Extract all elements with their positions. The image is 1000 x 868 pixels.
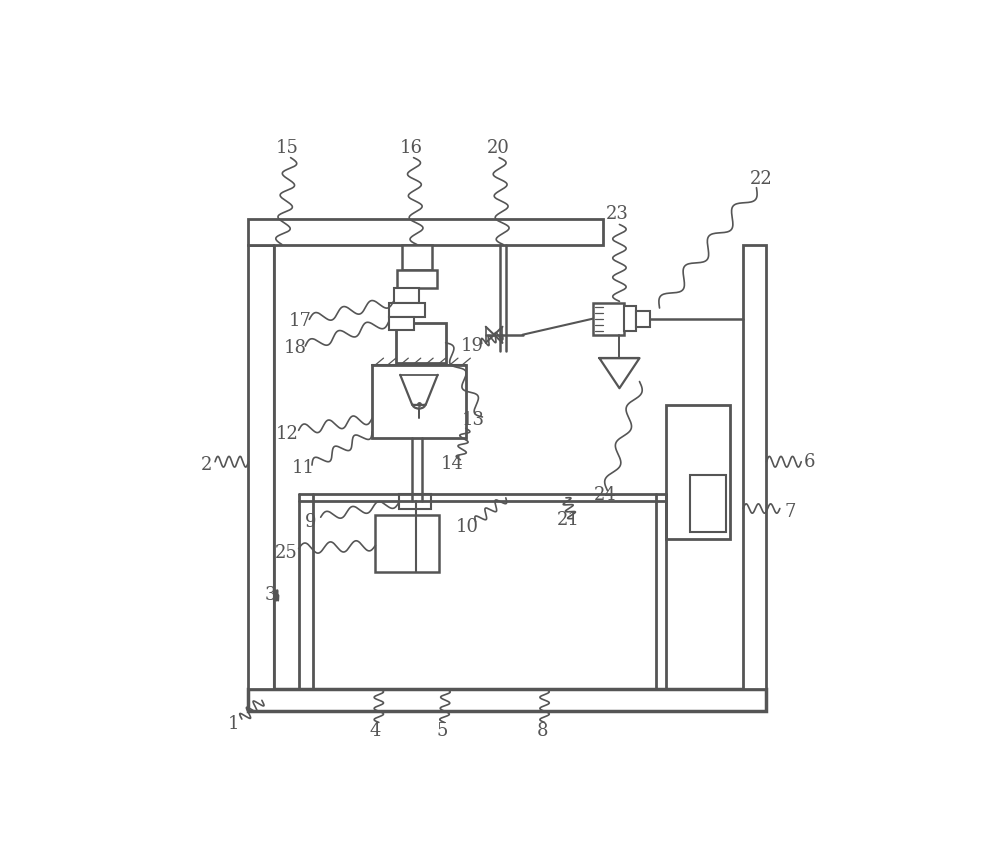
Text: 6: 6 [804,453,816,470]
Text: 17: 17 [289,312,311,331]
Bar [690,475,726,532]
Text: 15: 15 [276,139,299,156]
Bar [666,404,730,538]
Bar [248,689,766,711]
Text: 19: 19 [461,337,484,355]
Text: 22: 22 [750,170,773,188]
Bar [399,495,431,510]
Text: 20: 20 [486,139,509,156]
Text: 8: 8 [537,722,548,740]
Bar [375,516,439,572]
Text: 23: 23 [605,206,628,223]
Text: 5: 5 [437,722,448,740]
Bar [593,303,624,335]
Text: 10: 10 [456,517,479,536]
Bar [389,303,425,317]
Bar [396,323,446,363]
Text: 1: 1 [227,714,239,733]
Bar [248,245,274,689]
Text: 3: 3 [265,587,276,604]
Text: 4: 4 [370,722,381,740]
Bar [394,288,419,303]
Text: 14: 14 [441,455,464,473]
Bar [743,245,766,689]
Text: 16: 16 [399,139,422,156]
Bar [248,219,603,245]
Bar [624,306,636,332]
Bar [402,245,432,270]
Text: 12: 12 [276,424,299,443]
Text: 9: 9 [305,513,316,531]
Bar [389,317,414,330]
Text: 21: 21 [557,511,580,529]
Text: 7: 7 [784,503,796,521]
Text: 2: 2 [201,456,212,474]
Text: 24: 24 [593,486,616,504]
Bar [636,311,650,326]
Text: 13: 13 [462,411,485,430]
Bar [372,365,466,438]
Bar [397,270,437,288]
Text: 18: 18 [284,339,307,357]
Text: 11: 11 [292,459,315,477]
Text: 25: 25 [275,544,298,562]
